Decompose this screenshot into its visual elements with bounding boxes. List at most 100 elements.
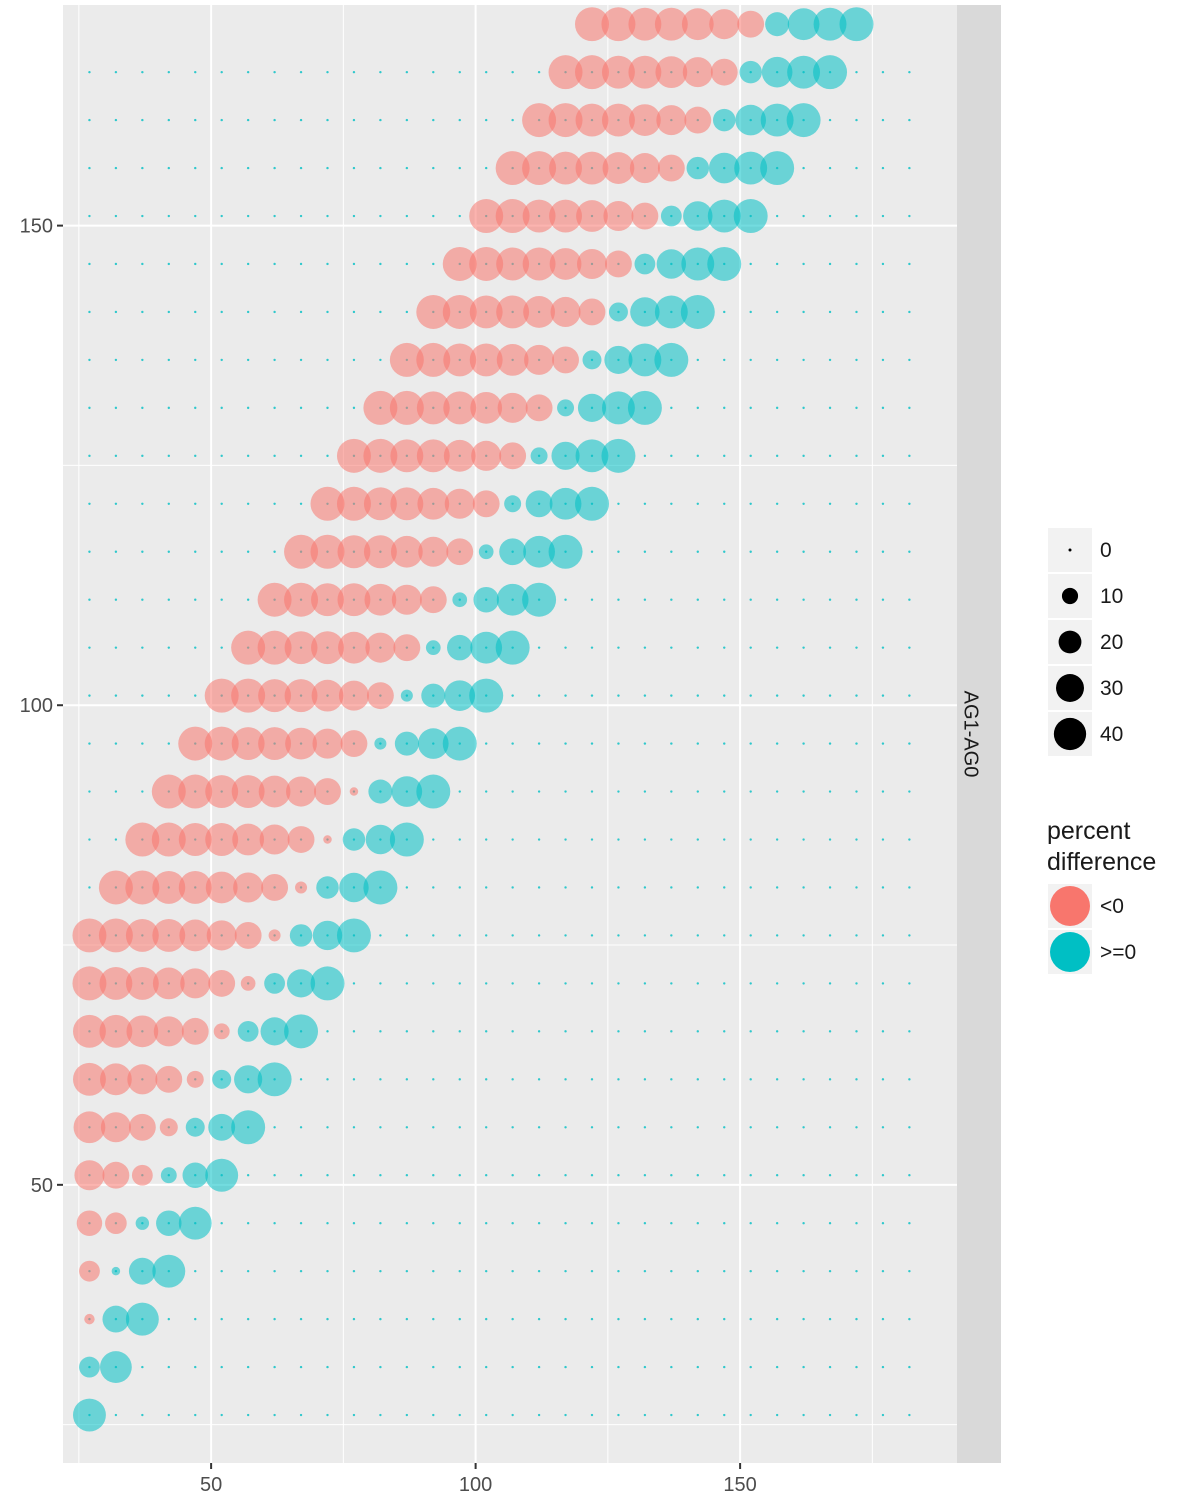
grid-dot xyxy=(643,502,647,505)
data-point xyxy=(72,1398,106,1432)
data-point xyxy=(496,344,529,376)
grid-dot xyxy=(273,1317,276,1321)
grid-dot xyxy=(220,1365,223,1369)
grid-dot xyxy=(749,1174,752,1177)
grid-dot xyxy=(432,1413,435,1417)
grid-dot xyxy=(88,358,91,362)
grid-dot xyxy=(881,790,885,793)
grid-dot xyxy=(273,1365,276,1369)
grid-dot xyxy=(194,118,197,122)
data-point xyxy=(574,486,609,521)
grid-dot xyxy=(194,262,197,266)
grid-dot xyxy=(352,406,356,410)
grid-dot xyxy=(484,742,488,745)
grid-dot xyxy=(828,694,832,697)
grid-dot xyxy=(273,1221,276,1225)
grid-dot xyxy=(167,454,170,458)
data-point xyxy=(469,343,503,377)
grid-dot xyxy=(273,310,276,314)
grid-dot xyxy=(537,1413,541,1417)
grid-dot xyxy=(194,1365,197,1369)
data-point xyxy=(268,929,281,942)
data-point xyxy=(418,536,449,567)
grid-dot xyxy=(141,262,144,266)
y-tick-label: 100 xyxy=(20,695,53,717)
grid-dot xyxy=(643,886,647,889)
grid-dot xyxy=(511,70,514,74)
data-point xyxy=(628,55,662,89)
data-point xyxy=(125,822,160,857)
grid-dot xyxy=(908,1317,911,1321)
grid-dot xyxy=(432,166,435,170)
grid-dot xyxy=(299,262,303,266)
grid-dot xyxy=(802,262,805,266)
grid-dot xyxy=(749,358,752,362)
grid-dot xyxy=(114,694,118,697)
data-point xyxy=(72,1062,106,1096)
grid-dot xyxy=(643,1365,647,1369)
grid-dot xyxy=(194,70,197,74)
grid-dot xyxy=(723,934,726,937)
data-point xyxy=(576,200,608,232)
grid-dot xyxy=(802,1030,805,1033)
grid-dot xyxy=(802,1126,805,1129)
grid-dot xyxy=(696,838,699,841)
grid-dot xyxy=(908,406,911,410)
grid-dot xyxy=(617,1221,620,1225)
grid-dot xyxy=(88,166,91,170)
grid-dot xyxy=(273,550,276,553)
axes: 50 100 150 50 100 150 xyxy=(20,216,757,1496)
data-point xyxy=(160,1167,177,1184)
grid-dot xyxy=(855,1413,858,1417)
grid-dot xyxy=(405,1030,409,1033)
grid-dot xyxy=(723,1413,726,1417)
grid-dot xyxy=(141,166,144,170)
grid-dot xyxy=(775,1078,779,1081)
grid-dot xyxy=(590,742,594,745)
grid-dot xyxy=(855,886,858,889)
data-point xyxy=(155,1065,183,1093)
grid-dot xyxy=(246,1269,250,1273)
grid-dot xyxy=(828,934,832,937)
grid-dot xyxy=(749,742,752,745)
grid-dot xyxy=(405,886,409,889)
data-point xyxy=(390,535,423,568)
grid-dot xyxy=(775,406,779,410)
data-point xyxy=(389,822,424,857)
grid-dot xyxy=(881,1413,885,1417)
data-point xyxy=(522,582,557,617)
data-point xyxy=(603,201,634,232)
grid-dot xyxy=(326,406,329,410)
grid-dot xyxy=(114,1413,118,1417)
data-point xyxy=(548,534,583,569)
grid-dot xyxy=(114,262,118,266)
grid-dot xyxy=(908,550,911,553)
data-point xyxy=(444,488,475,519)
color-legend-title-line1: percent xyxy=(1047,817,1130,845)
size-legend-key xyxy=(1056,674,1084,702)
grid-dot xyxy=(749,454,752,458)
data-point xyxy=(258,679,292,713)
grid-dot xyxy=(194,646,197,649)
data-point xyxy=(425,640,441,656)
data-point xyxy=(390,439,424,473)
data-point xyxy=(389,342,424,377)
grid-dot xyxy=(511,838,514,841)
grid-dot xyxy=(352,1317,356,1321)
grid-dot xyxy=(405,1317,409,1321)
grid-dot xyxy=(379,214,382,218)
grid-dot xyxy=(458,214,461,218)
size-legend-key xyxy=(1053,717,1087,751)
grid-dot xyxy=(670,1269,673,1273)
grid-dot xyxy=(749,1221,752,1225)
grid-dot xyxy=(643,550,647,553)
grid-dot xyxy=(194,550,197,553)
data-point xyxy=(98,918,133,953)
grid-dot xyxy=(564,1030,567,1033)
data-point xyxy=(735,104,767,136)
data-point xyxy=(416,774,451,809)
grid-dot xyxy=(670,934,673,937)
grid-dot xyxy=(220,646,223,649)
data-point xyxy=(389,390,424,425)
data-point xyxy=(522,199,556,233)
